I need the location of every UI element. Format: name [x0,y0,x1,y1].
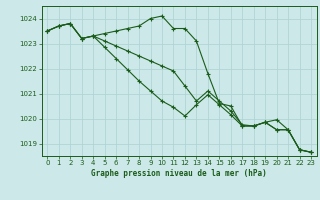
X-axis label: Graphe pression niveau de la mer (hPa): Graphe pression niveau de la mer (hPa) [91,169,267,178]
